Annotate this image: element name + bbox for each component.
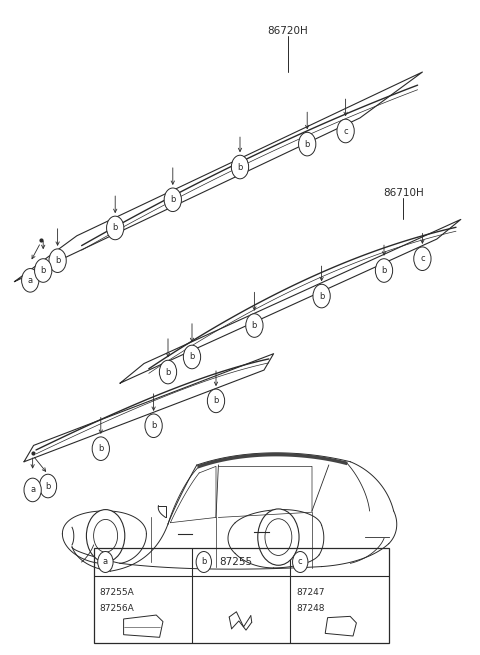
Circle shape — [313, 284, 330, 308]
Text: 86720H: 86720H — [268, 26, 308, 36]
Bar — [94, 548, 389, 643]
Text: 87248: 87248 — [296, 604, 324, 613]
Text: b: b — [319, 291, 324, 301]
Text: b: b — [381, 266, 387, 275]
Circle shape — [231, 155, 249, 179]
Circle shape — [159, 360, 177, 384]
Circle shape — [86, 510, 125, 562]
Circle shape — [164, 188, 181, 212]
Circle shape — [145, 414, 162, 438]
Text: b: b — [189, 352, 195, 362]
Text: b: b — [237, 162, 243, 172]
Circle shape — [107, 216, 124, 240]
Text: a: a — [30, 485, 35, 495]
Circle shape — [258, 509, 299, 565]
Text: b: b — [165, 367, 171, 377]
Text: a: a — [103, 557, 108, 567]
Circle shape — [183, 345, 201, 369]
Text: c: c — [420, 254, 425, 263]
Text: b: b — [98, 444, 104, 453]
Text: c: c — [343, 126, 348, 136]
Text: 86710H: 86710H — [383, 188, 423, 198]
Text: 87256A: 87256A — [99, 604, 134, 613]
Circle shape — [98, 552, 113, 572]
Text: b: b — [45, 481, 51, 491]
Circle shape — [207, 389, 225, 413]
Circle shape — [246, 314, 263, 337]
Circle shape — [375, 259, 393, 282]
Circle shape — [414, 247, 431, 271]
Circle shape — [299, 132, 316, 156]
Text: b: b — [201, 557, 206, 567]
Text: c: c — [298, 557, 302, 567]
Circle shape — [22, 269, 39, 292]
Circle shape — [92, 437, 109, 460]
Text: b: b — [170, 195, 176, 204]
Text: 87247: 87247 — [296, 588, 324, 597]
Text: b: b — [55, 256, 60, 265]
Circle shape — [292, 552, 308, 572]
Text: b: b — [304, 140, 310, 149]
Circle shape — [39, 474, 57, 498]
Text: b: b — [151, 421, 156, 430]
Text: b: b — [213, 396, 219, 405]
Text: b: b — [40, 266, 46, 275]
Text: 87255A: 87255A — [99, 588, 134, 597]
Circle shape — [35, 259, 52, 282]
Text: a: a — [28, 276, 33, 285]
Circle shape — [49, 249, 66, 272]
Circle shape — [337, 119, 354, 143]
Text: b: b — [112, 223, 118, 233]
Circle shape — [24, 478, 41, 502]
Text: 87255: 87255 — [219, 557, 252, 567]
Text: b: b — [252, 321, 257, 330]
Circle shape — [196, 552, 212, 572]
